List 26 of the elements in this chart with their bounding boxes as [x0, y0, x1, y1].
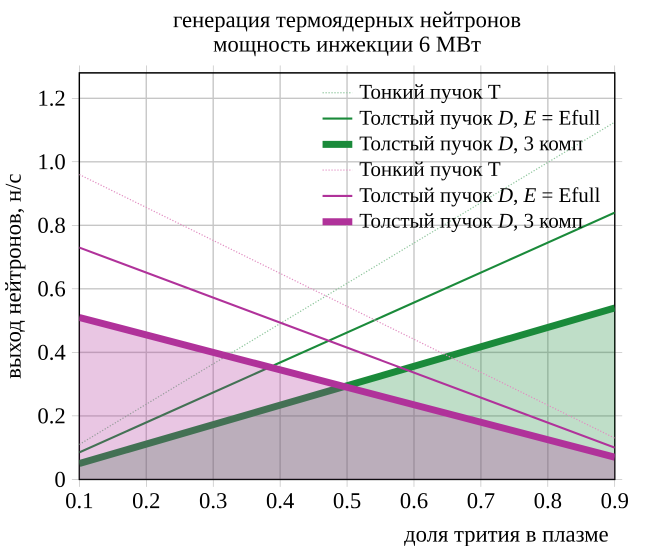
y-axis-title: выход нейтронов, н/с	[5, 174, 26, 378]
y-tick-label: 0.8	[38, 217, 65, 233]
legend-label: Толстый пучок D, E = Efull	[360, 110, 600, 129]
legend-label: Тонкий пучок Т	[360, 161, 500, 180]
x-tick-label: 0.9	[601, 492, 628, 508]
x-tick-label: 0.2	[132, 492, 160, 508]
legend-label: Толстый пучок D, 3 комп	[360, 213, 582, 232]
legend-label: Толстый пучок D, 3 комп	[360, 136, 582, 155]
y-tick-label: 0.4	[38, 344, 66, 360]
x-tick-label: 0.4	[266, 492, 294, 508]
x-tick-label: 0.3	[200, 492, 226, 508]
x-axis-title: доля трития в плазме	[404, 530, 608, 546]
legend-label: Толстый пучок D, E = Efull	[360, 187, 600, 206]
chart-title: генерация термоядерных нейтронов	[173, 11, 520, 32]
x-tick-label: 0.5	[334, 492, 360, 508]
y-tick-label: 0.2	[38, 408, 64, 424]
y-tick-label: 0	[55, 472, 65, 487]
chart-subtitle: мощность инжекции 6 МВт	[214, 36, 481, 56]
x-tick-label: 0.6	[400, 492, 428, 508]
y-tick-label: 1.0	[39, 154, 65, 170]
y-tick-label: 0.6	[38, 281, 66, 296]
x-tick-label: 0.1	[66, 492, 92, 508]
x-tick-label: 0.7	[468, 492, 494, 508]
x-tick-label: 0.8	[534, 492, 562, 508]
y-tick-label: 1.2	[39, 90, 64, 106]
legend-label: Тонкий пучок Т	[360, 84, 500, 103]
